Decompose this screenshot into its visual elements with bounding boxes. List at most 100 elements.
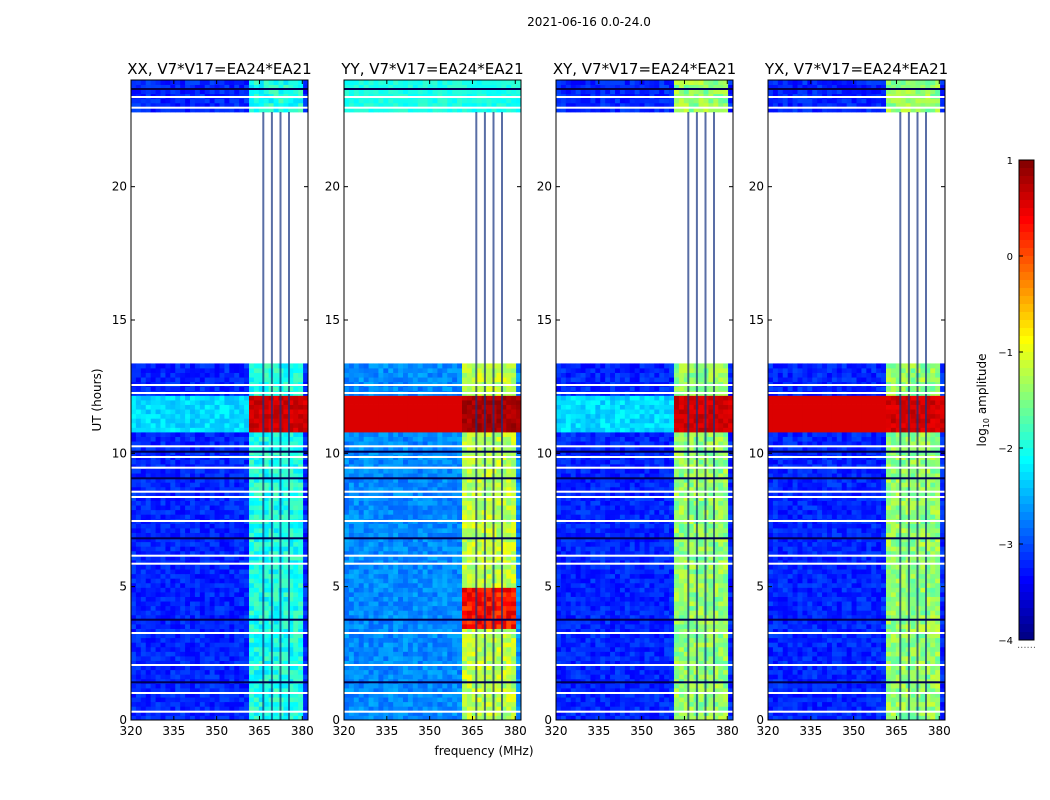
heatmap-cell (155, 592, 161, 597)
heatmap-cell (224, 413, 230, 419)
heatmap-cell (180, 532, 186, 538)
heatmap-cell (353, 656, 360, 661)
heatmap-cell (214, 697, 220, 703)
heatmap-cell (427, 582, 433, 588)
heatmap-cell (131, 701, 137, 707)
heatmap-cell (432, 514, 438, 520)
heatmap-cell (145, 596, 152, 602)
heatmap-cell (150, 596, 156, 602)
heatmap-cell (378, 578, 384, 584)
heatmap-cell (273, 363, 279, 369)
heatmap-cell (199, 477, 206, 483)
heatmap-cell (155, 541, 161, 547)
heatmap-cell (229, 528, 235, 533)
heatmap-cell (185, 468, 191, 474)
heatmap-cell (214, 523, 220, 529)
heatmap-cell (378, 537, 384, 543)
heatmap-cell (288, 614, 294, 620)
heatmap-cell (288, 482, 294, 488)
heatmap-cell (506, 523, 512, 529)
heatmap-cell (190, 555, 196, 561)
heatmap-cell (496, 642, 502, 648)
heatmap-cell (160, 628, 166, 634)
heatmap-cell (506, 669, 512, 675)
heatmap-cell (199, 473, 206, 479)
heatmap-cell (170, 564, 176, 570)
heatmap-cell (283, 697, 289, 703)
heatmap-cell (175, 98, 181, 104)
heatmap-cell (412, 491, 419, 497)
heatmap-cell (348, 697, 355, 703)
heatmap-cell (224, 674, 230, 680)
heatmap-cell (263, 459, 270, 465)
heatmap-cell (378, 637, 384, 643)
heatmap-cell (214, 660, 220, 666)
heatmap-cell (358, 564, 365, 570)
heatmap-cell (353, 541, 360, 547)
heatmap-cell (229, 656, 235, 661)
heatmap-cell (303, 537, 309, 543)
heatmap-cell (185, 98, 191, 104)
heatmap-cell (293, 564, 299, 570)
heatmap-cell (476, 532, 483, 538)
heatmap-cell (432, 715, 438, 721)
heatmap-cell (135, 560, 142, 565)
heatmap-cell (496, 697, 502, 703)
heatmap-cell (224, 637, 230, 643)
heatmap-cell (432, 560, 438, 565)
heatmap-cell (219, 409, 225, 415)
heatmap-cell (263, 464, 270, 469)
heatmap-cell (273, 491, 279, 497)
heatmap-cell (398, 546, 404, 552)
heatmap-cell (383, 541, 389, 547)
heatmap-cell (278, 107, 284, 113)
heatmap-cell (462, 546, 468, 552)
heatmap-cell (358, 637, 365, 643)
heatmap-cell (407, 656, 414, 661)
heatmap-cell (476, 614, 483, 620)
heatmap-cell (185, 660, 191, 666)
heatmap-cell (239, 84, 245, 90)
flagged-row (131, 106, 308, 109)
heatmap-cell (209, 418, 215, 424)
heatmap-cell (452, 715, 458, 721)
heatmap-cell (263, 541, 270, 547)
heatmap-cell (442, 710, 448, 716)
heatmap-cell (175, 560, 181, 565)
heatmap-cell (457, 697, 463, 703)
heatmap-cell (214, 450, 220, 456)
heatmap-cell (180, 710, 186, 716)
heatmap-cell (303, 656, 309, 661)
heatmap-cell (258, 601, 265, 607)
heatmap-cell (303, 450, 309, 456)
heatmap-cell (165, 573, 171, 579)
heatmap-cell (150, 605, 156, 611)
heatmap-cell (506, 509, 512, 515)
heatmap-cell (170, 404, 176, 410)
heatmap-cell (298, 546, 304, 552)
heatmap-cell (442, 614, 448, 620)
heatmap-cell (160, 377, 166, 383)
heatmap-cell (165, 84, 171, 90)
heatmap-cell (383, 560, 389, 565)
heatmap-cell (214, 372, 220, 378)
heatmap-cell (283, 432, 289, 437)
heatmap-cell (131, 706, 137, 712)
heatmap-cell (199, 89, 206, 95)
heatmap-cell (407, 651, 414, 657)
heatmap-cell (403, 692, 409, 698)
heatmap-cell (457, 573, 463, 579)
heatmap-cell (293, 491, 299, 497)
heatmap-cell (383, 601, 389, 607)
heatmap-cell (358, 710, 365, 716)
heatmap-cell (422, 509, 428, 515)
heatmap-cell (150, 706, 156, 712)
heatmap-cell (204, 436, 211, 442)
heatmap-cell (190, 560, 196, 565)
heatmap-cell (462, 523, 468, 529)
heatmap-cell (417, 701, 424, 707)
heatmap-cell (219, 560, 225, 565)
heatmap-cell (298, 436, 304, 442)
heatmap-cell (462, 587, 468, 593)
heatmap-cells (344, 80, 522, 721)
